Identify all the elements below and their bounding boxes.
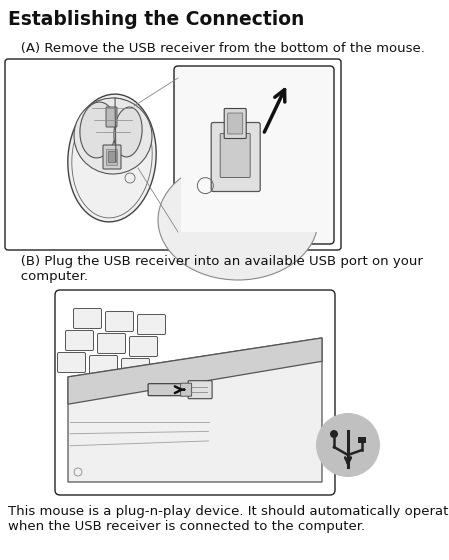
FancyBboxPatch shape bbox=[103, 145, 121, 169]
FancyBboxPatch shape bbox=[181, 118, 327, 232]
Circle shape bbox=[330, 430, 338, 438]
Text: when the USB receiver is connected to the computer.: when the USB receiver is connected to th… bbox=[8, 520, 365, 533]
Text: (A) Remove the USB receiver from the bottom of the mouse.: (A) Remove the USB receiver from the bot… bbox=[8, 42, 425, 55]
FancyBboxPatch shape bbox=[129, 337, 158, 357]
Ellipse shape bbox=[114, 107, 142, 157]
FancyBboxPatch shape bbox=[224, 109, 246, 138]
FancyBboxPatch shape bbox=[5, 59, 341, 250]
Text: This mouse is a plug-n-play device. It should automatically operate: This mouse is a plug-n-play device. It s… bbox=[8, 505, 449, 518]
FancyBboxPatch shape bbox=[220, 133, 250, 178]
FancyBboxPatch shape bbox=[180, 383, 192, 396]
FancyBboxPatch shape bbox=[106, 311, 133, 332]
FancyBboxPatch shape bbox=[109, 152, 115, 162]
FancyBboxPatch shape bbox=[89, 356, 118, 376]
Ellipse shape bbox=[80, 102, 116, 158]
FancyBboxPatch shape bbox=[174, 66, 334, 244]
Circle shape bbox=[316, 413, 380, 477]
Ellipse shape bbox=[74, 98, 152, 174]
Text: computer.: computer. bbox=[8, 270, 88, 283]
Text: (B) Plug the USB receiver into an available USB port on your: (B) Plug the USB receiver into an availa… bbox=[8, 255, 423, 268]
FancyBboxPatch shape bbox=[57, 352, 85, 372]
Text: Establishing the Connection: Establishing the Connection bbox=[8, 10, 304, 29]
Polygon shape bbox=[68, 338, 322, 404]
FancyBboxPatch shape bbox=[97, 334, 126, 353]
FancyBboxPatch shape bbox=[62, 297, 328, 488]
FancyBboxPatch shape bbox=[55, 290, 335, 495]
FancyBboxPatch shape bbox=[66, 330, 93, 351]
FancyBboxPatch shape bbox=[228, 113, 243, 134]
FancyBboxPatch shape bbox=[148, 384, 182, 396]
Ellipse shape bbox=[158, 160, 318, 280]
FancyBboxPatch shape bbox=[122, 358, 150, 379]
FancyBboxPatch shape bbox=[211, 123, 260, 192]
FancyBboxPatch shape bbox=[74, 309, 101, 329]
FancyBboxPatch shape bbox=[137, 315, 166, 334]
FancyBboxPatch shape bbox=[188, 381, 212, 399]
Bar bbox=[358, 437, 366, 443]
Polygon shape bbox=[68, 338, 322, 482]
Ellipse shape bbox=[68, 94, 156, 222]
FancyBboxPatch shape bbox=[106, 107, 117, 127]
FancyBboxPatch shape bbox=[106, 150, 118, 166]
